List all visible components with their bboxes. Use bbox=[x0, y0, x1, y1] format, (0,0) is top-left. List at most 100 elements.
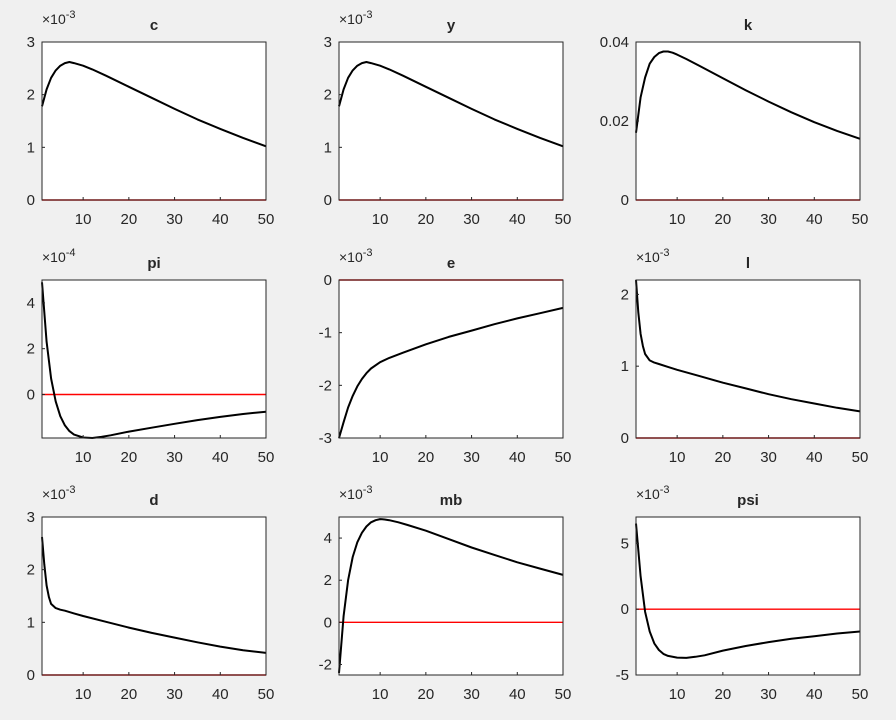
subplot-e: 10 20 30 40 50-3-2-10×10-3e bbox=[319, 247, 572, 466]
x-tick-label: 50 bbox=[852, 449, 869, 466]
x-tick-label: 50 bbox=[258, 449, 275, 466]
y-tick-label: 2 bbox=[27, 562, 35, 579]
x-tick-label: 20 bbox=[418, 449, 435, 466]
x-tick-label: 50 bbox=[555, 686, 572, 703]
subplot-title: d bbox=[149, 492, 158, 509]
axes-frame bbox=[41, 41, 267, 201]
x-tick-label: 40 bbox=[212, 686, 229, 703]
x-tick-label: 10 bbox=[372, 211, 389, 228]
axes-frame bbox=[635, 516, 861, 676]
axes-background bbox=[42, 280, 266, 438]
x-tick-label: 20 bbox=[715, 211, 732, 228]
y-tick-label: -1 bbox=[319, 325, 332, 342]
y-tick-label: 0 bbox=[621, 430, 629, 447]
x-tick-label: 10 bbox=[669, 449, 686, 466]
axes-background bbox=[339, 517, 563, 675]
x-tick-label: 10 bbox=[75, 449, 92, 466]
y-tick-label: 4 bbox=[324, 530, 332, 547]
subplot-title: c bbox=[150, 17, 158, 34]
y-tick-label: 2 bbox=[324, 572, 332, 589]
axes-frame bbox=[338, 279, 564, 439]
impulse-response-line bbox=[635, 50, 861, 140]
x-tick-label: 20 bbox=[715, 686, 732, 703]
x-tick-label: 20 bbox=[121, 211, 138, 228]
y-tick-label: 1 bbox=[324, 139, 332, 156]
axes-background bbox=[636, 517, 860, 675]
y-tick-label: 3 bbox=[324, 34, 332, 51]
y-tick-label: 2 bbox=[324, 87, 332, 104]
x-tick-label: 40 bbox=[509, 211, 526, 228]
x-tick-label: 20 bbox=[121, 686, 138, 703]
axes-frame bbox=[41, 516, 267, 676]
x-tick-label: 50 bbox=[258, 686, 275, 703]
x-tick-label: 30 bbox=[166, 686, 183, 703]
x-tick-label: 30 bbox=[166, 211, 183, 228]
axes-background bbox=[339, 280, 563, 438]
subplot-title: mb bbox=[440, 492, 463, 509]
y-tick-label: 5 bbox=[621, 535, 629, 552]
y-tick-label: 3 bbox=[27, 509, 35, 526]
axes-background bbox=[636, 42, 860, 200]
x-tick-label: 40 bbox=[806, 686, 823, 703]
y-tick-label: 0 bbox=[27, 386, 35, 403]
axes-frame bbox=[635, 279, 861, 439]
impulse-response-line bbox=[635, 523, 861, 659]
impulse-response-line bbox=[338, 518, 564, 673]
axes-frame bbox=[338, 41, 564, 201]
y-tick-label: 0 bbox=[324, 192, 332, 209]
x-tick-label: 30 bbox=[166, 449, 183, 466]
impulse-response-line bbox=[41, 61, 267, 148]
axes-frame bbox=[338, 516, 564, 676]
y-tick-label: 4 bbox=[27, 295, 35, 312]
axes-background bbox=[339, 42, 563, 200]
x-tick-label: 30 bbox=[463, 686, 480, 703]
y-tick-label: 0 bbox=[324, 272, 332, 289]
x-tick-label: 40 bbox=[509, 449, 526, 466]
x-tick-label: 10 bbox=[669, 211, 686, 228]
y-tick-label: 0.02 bbox=[600, 113, 629, 130]
x-tick-label: 40 bbox=[212, 449, 229, 466]
y-tick-label: 0 bbox=[27, 667, 35, 684]
x-tick-label: 30 bbox=[463, 211, 480, 228]
x-tick-label: 10 bbox=[75, 211, 92, 228]
y-tick-label: 0.04 bbox=[600, 34, 629, 51]
y-tick-label: 1 bbox=[27, 614, 35, 631]
impulse-response-line bbox=[635, 279, 861, 413]
y-tick-label: 2 bbox=[621, 286, 629, 303]
y-tick-label: -2 bbox=[319, 377, 332, 394]
x-tick-label: 10 bbox=[669, 686, 686, 703]
impulse-response-line bbox=[338, 61, 564, 148]
x-tick-label: 40 bbox=[509, 686, 526, 703]
x-tick-label: 50 bbox=[852, 686, 869, 703]
x-tick-label: 40 bbox=[806, 449, 823, 466]
x-tick-label: 40 bbox=[806, 211, 823, 228]
y-tick-label: -5 bbox=[616, 667, 629, 684]
y-tick-label: 1 bbox=[621, 358, 629, 375]
subplot-title: e bbox=[447, 255, 455, 272]
x-tick-label: 30 bbox=[760, 449, 777, 466]
x-tick-label: 20 bbox=[715, 449, 732, 466]
x-tick-label: 40 bbox=[212, 211, 229, 228]
impulse-response-line bbox=[41, 536, 267, 654]
x-tick-label: 10 bbox=[75, 686, 92, 703]
subplot-title: y bbox=[447, 17, 456, 34]
y-tick-label: 1 bbox=[27, 139, 35, 156]
impulse-response-line bbox=[338, 306, 564, 439]
x-tick-label: 50 bbox=[555, 211, 572, 228]
y-tick-label: 2 bbox=[27, 87, 35, 104]
axes-background bbox=[42, 42, 266, 200]
y-tick-label: -3 bbox=[319, 430, 332, 447]
y-tick-label: -2 bbox=[319, 656, 332, 673]
subplot-title: l bbox=[746, 255, 750, 272]
y-tick-label: 2 bbox=[27, 341, 35, 358]
y-tick-label: 0 bbox=[621, 601, 629, 618]
y-tick-label: 0 bbox=[27, 192, 35, 209]
x-tick-label: 30 bbox=[463, 449, 480, 466]
axes-background bbox=[42, 517, 266, 675]
